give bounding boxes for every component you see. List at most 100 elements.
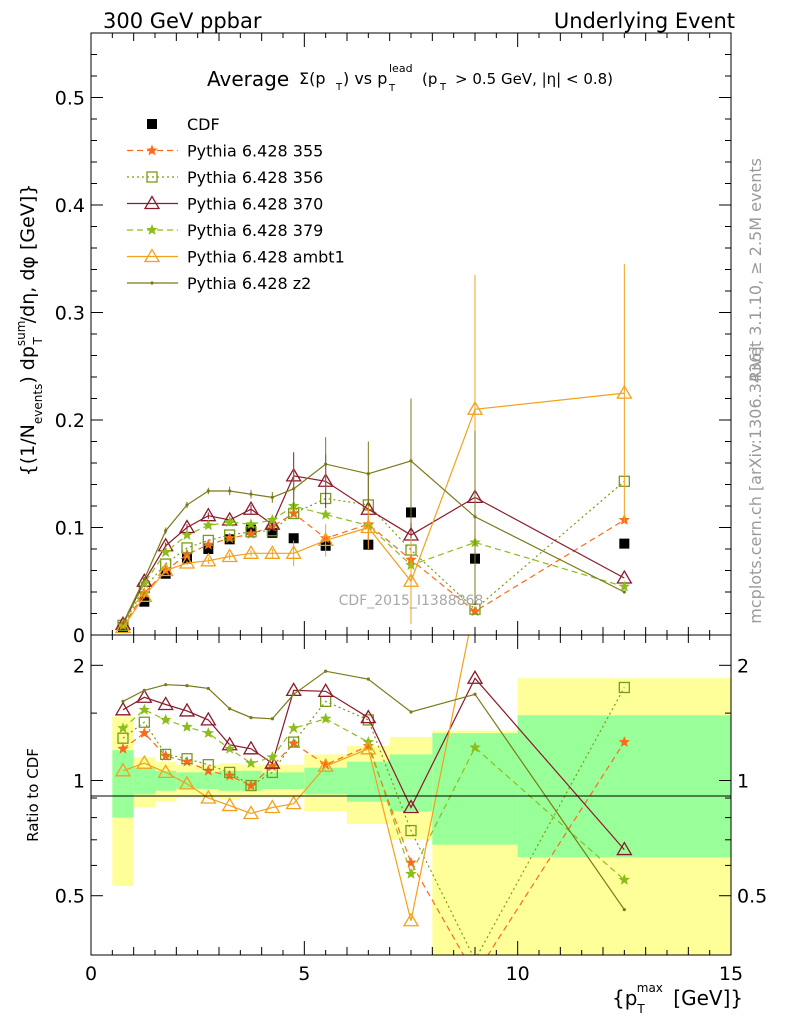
legend-item: Pythia 6.428 z2 [127,274,311,293]
data-point [181,529,193,540]
ratio-band-green [304,767,347,795]
data-point [320,758,332,770]
data-point [164,683,168,687]
data-point [181,755,193,767]
data-point [181,548,193,560]
data-point [117,732,129,744]
main-ytick-label: 0.4 [55,195,85,217]
ratio-series-line [122,709,625,881]
ratio-series [117,703,630,885]
main-series [117,500,630,631]
ratio-ytick-label: 1 [73,771,85,793]
legend-label: Pythia 6.428 355 [187,142,323,161]
ratio-band-green [197,772,219,790]
data-point [146,171,158,183]
main-y-axis-label: {(1/Nevents) dpsum T/dη, dφ [GeV]} [14,184,45,477]
data-point [405,856,417,868]
main-series-line [122,512,625,627]
xtick-label: 0 [85,963,97,985]
legend-label: Pythia 6.428 z2 [187,274,311,293]
data-point [160,568,171,579]
data-point [157,696,174,711]
legend: CDF Pythia 6.428 355 Pythia 6.428 356 Pythi… [127,115,345,293]
ratio-ytick-label-right: 1 [737,771,749,793]
data-point [366,677,370,681]
data-point [619,538,630,549]
data-point [317,757,334,772]
data-point [288,507,300,519]
data-point [160,748,172,761]
data-point [288,736,300,748]
ratio-series [121,669,626,912]
data-point [181,542,193,554]
mcplots-label: mcplots.cern.ch [arXiv:1306.3436] [746,346,765,623]
legend-item: Pythia 6.428 355 [127,142,323,161]
data-point [285,795,302,810]
xtick-label: 10 [506,963,530,985]
data-point [164,529,168,533]
legend-item: Pythia 6.428 379 [127,221,323,240]
data-point [202,759,214,771]
data-point [182,553,192,564]
title-cut2: > 0.5 GeV, |η| < 0.8) [455,70,613,88]
data-point [245,528,257,539]
data-point [402,912,420,927]
data-point [270,717,274,721]
title-average: Average [207,67,289,91]
data-point [324,669,328,673]
data-point [266,766,278,779]
data-point [360,740,377,755]
data-point [245,779,257,792]
data-point [622,907,626,912]
rivet-version-label: Rivet 3.1.10, ≥ 2.5M events [746,158,765,382]
data-point [160,713,172,725]
data-point [200,711,217,726]
header-right: Underlying Event [554,9,735,33]
data-point [136,688,153,703]
data-point [402,572,420,587]
data-point [249,492,253,496]
ratio-ytick-label: 0.5 [55,886,85,908]
data-point [618,681,630,694]
data-point [285,545,302,559]
ratio-uncertainty-bands [112,678,731,955]
data-point [228,489,232,493]
xtick-label: 15 [719,963,743,985]
data-point [270,495,274,499]
data-point [206,686,210,691]
main-series-line [122,505,625,626]
data-point [147,119,157,129]
data-point [206,489,210,493]
data-point [136,572,153,587]
main-ytick-label: 0.3 [55,303,85,325]
main-ytick-label: 0 [73,625,85,647]
data-point [143,195,161,210]
data-point [249,716,253,720]
data-point [616,841,633,856]
ratio-band-green [283,772,305,790]
data-point [366,472,370,476]
main-ytick-label: 0.2 [55,410,85,432]
data-point [409,459,413,463]
ratio-band-green [176,772,198,790]
data-point [242,740,260,755]
data-point [121,621,125,625]
header-left: 300 GeV ppbar [103,9,262,33]
data-point [360,709,377,724]
title-cut: (p [422,70,437,88]
data-point [157,764,174,779]
data-point [242,545,260,559]
data-point [618,736,630,747]
x-axis-label: {pTmax [GeV]} [612,981,743,1016]
data-point [264,545,281,559]
ratio-band-green [432,733,518,845]
data-point [242,500,260,515]
data-point [324,462,328,466]
data-point [622,590,626,594]
data-point [221,511,238,526]
data-point [320,508,332,520]
ratio-ytick-label: 2 [73,655,85,677]
data-point [264,754,281,769]
